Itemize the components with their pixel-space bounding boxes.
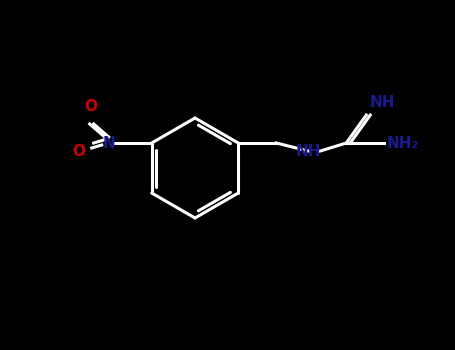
Text: O: O <box>72 144 85 159</box>
Text: NH: NH <box>296 144 321 159</box>
Text: NH₂: NH₂ <box>386 135 419 150</box>
Text: O: O <box>84 99 97 114</box>
Text: N: N <box>102 135 115 150</box>
Text: NH: NH <box>369 95 395 110</box>
